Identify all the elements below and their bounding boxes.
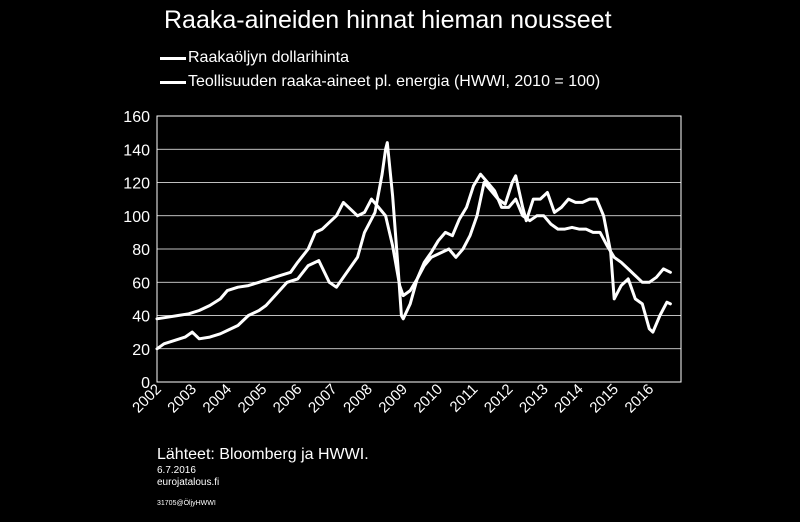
legend-label-hwwi: Teollisuuden raaka-aineet pl. energia (H… <box>188 73 601 90</box>
legend-swatch-hwwi <box>160 80 186 84</box>
x-tick-label: 2007 <box>305 381 341 417</box>
y-tick-label: 40 <box>132 309 150 326</box>
x-tick-label: 2015 <box>586 381 622 417</box>
x-tick-label: 2005 <box>235 381 271 417</box>
x-tick-label: 2002 <box>129 381 165 417</box>
series-line-oil <box>155 141 672 351</box>
legend-label-oil: Raakaöljyn dollarihinta <box>188 49 349 66</box>
series-line-hwwi <box>155 172 672 321</box>
x-tick-label: 2009 <box>375 381 411 417</box>
x-tick-label: 2014 <box>551 381 587 417</box>
y-tick-label: 160 <box>123 109 150 126</box>
x-tick-label: 2008 <box>340 381 376 417</box>
source-note: Lähteet: Bloomberg ja HWWI. <box>157 446 369 463</box>
legend-swatch-oil <box>160 56 186 60</box>
chart-title: Raaka-aineiden hinnat hieman nousseet <box>164 6 612 34</box>
y-tick-label: 120 <box>123 176 150 193</box>
legend-entry-oil: Raakaöljyn dollarihinta <box>160 46 600 70</box>
y-tick-label: 140 <box>123 142 150 159</box>
x-tick-label: 2011 <box>447 381 482 416</box>
site-name: eurojatalous.fi <box>157 477 220 488</box>
x-tick-label: 2012 <box>481 381 517 417</box>
legend-entry-hwwi: Teollisuuden raaka-aineet pl. energia (H… <box>160 70 600 94</box>
x-tick-label: 2004 <box>200 381 236 417</box>
y-tick-label: 0 <box>141 375 150 392</box>
y-tick-label: 60 <box>132 275 150 292</box>
y-tick-label: 100 <box>123 209 150 226</box>
publish-date: 6.7.2016 <box>157 465 196 476</box>
x-tick-label: 2016 <box>622 381 658 417</box>
x-tick-label: 2006 <box>270 381 306 417</box>
chart-code: 31705@ÖljyHWWI <box>157 500 216 507</box>
y-tick-label: 80 <box>132 242 150 259</box>
x-tick-label: 2003 <box>164 381 200 417</box>
chart-legend: Raakaöljyn dollarihinta Teollisuuden raa… <box>160 46 600 94</box>
x-tick-label: 2013 <box>516 381 552 417</box>
x-tick-label: 2010 <box>411 381 447 417</box>
y-tick-label: 20 <box>132 342 150 359</box>
